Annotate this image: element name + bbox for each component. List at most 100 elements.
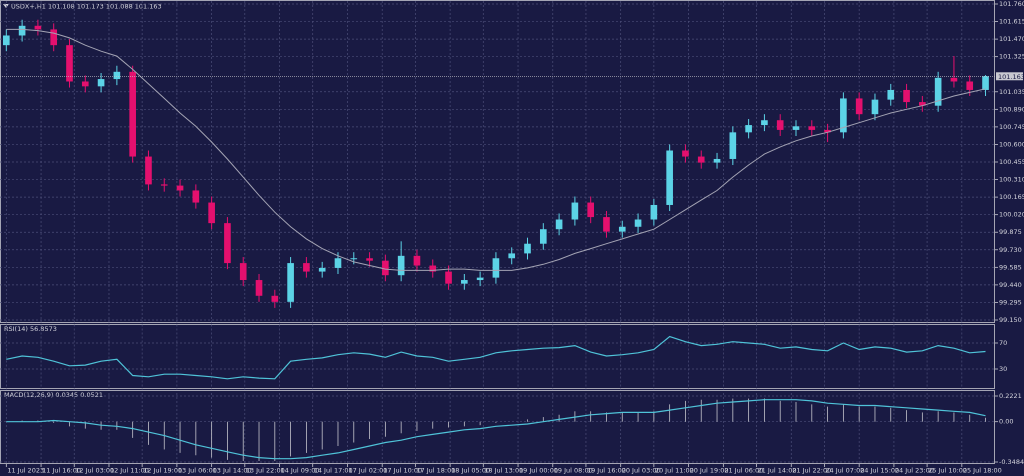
candle-body	[855, 98, 863, 115]
candle-body	[871, 99, 879, 115]
x-tick-label: 13 Jul 22:00	[246, 467, 285, 475]
candle-body	[97, 79, 105, 87]
price-title: USDX+,H1 101.108 101.173 101.088 101.163	[11, 3, 162, 11]
candle-body	[255, 280, 263, 296]
candle-body	[445, 271, 452, 284]
candle-body	[239, 263, 247, 281]
y-tick-label: 0.00	[999, 418, 1013, 426]
candle-body	[761, 120, 768, 126]
y-tick-label: 101.035	[999, 88, 1024, 96]
x-tick-label: 24 Jul 15:00	[860, 467, 899, 475]
x-tick-label: 21 Jul 22:00	[792, 467, 831, 475]
y-tick-label: 99.440	[999, 281, 1022, 289]
y-tick-label: 70	[999, 339, 1007, 347]
last-price-box	[996, 72, 1023, 81]
x-tick-label: 24 Jul 07:00	[825, 467, 864, 475]
candle-body	[397, 255, 405, 276]
candle-body	[618, 226, 626, 232]
x-tick-label: 12 Jul 11:00	[110, 467, 149, 475]
x-tick-label: 17 Jul 02:00	[348, 467, 387, 475]
candle-body	[413, 255, 421, 266]
candle-body	[729, 132, 737, 159]
candle-body	[840, 98, 847, 133]
rsi-panel	[0, 324, 995, 389]
candle-body	[192, 190, 200, 203]
rsi-title: RSI(14) 56.8573	[4, 325, 57, 333]
candle-body	[571, 202, 579, 220]
candle-body	[287, 263, 294, 302]
x-tick-label: 19 Jul 00:00	[519, 467, 558, 475]
x-tick-label: 20 Jul 19:00	[690, 467, 729, 475]
y-tick-label: 99.875	[999, 228, 1022, 236]
candle-body	[524, 243, 531, 254]
candle-body	[934, 77, 942, 106]
candle-body	[666, 150, 673, 205]
candle-body	[113, 71, 121, 80]
candle-body	[903, 89, 910, 103]
y-tick-label: 100.310	[999, 176, 1024, 184]
candle-body	[429, 265, 437, 272]
y-tick-label: 100.455	[999, 158, 1024, 166]
candle-body	[555, 219, 563, 230]
x-tick-label: 24 Jul 23:00	[895, 467, 934, 475]
candle-body	[919, 102, 926, 106]
x-tick-label: 20 Jul 03:00	[622, 467, 661, 475]
x-tick-label: 11 Jul 2023	[7, 467, 44, 475]
candle-body	[476, 277, 484, 281]
candle-body	[3, 35, 10, 46]
x-tick-label: 12 Jul 03:00	[75, 467, 114, 475]
candle-body	[176, 185, 184, 191]
x-tick-label: 17 Jul 18:00	[416, 467, 455, 475]
x-tick-label: 21 Jul 14:00	[758, 467, 797, 475]
x-tick-label: 11 Jul 16:00	[42, 467, 81, 475]
rsi-line	[6, 335, 986, 380]
macd-panel	[0, 390, 995, 464]
signal-line	[6, 399, 986, 460]
y-tick-label: 99.295	[999, 298, 1022, 306]
candle-body	[66, 45, 73, 82]
candle-body	[697, 156, 705, 163]
candle-body	[682, 150, 689, 157]
candle-body	[824, 129, 831, 133]
y-tick-label: 100.890	[999, 105, 1024, 113]
x-tick-label: 18 Jul 05:00	[451, 467, 490, 475]
x-tick-label: 13 Jul 14:00	[213, 467, 252, 475]
y-tick-label: 99.150	[999, 316, 1022, 324]
last-price-label: 101.163	[998, 73, 1024, 81]
candle-body	[776, 120, 784, 130]
candle-body	[713, 158, 721, 163]
macd-title: MACD(12,26,9) 0.0345 0.0521	[4, 391, 103, 399]
x-tick-label: 25 Jul 10:00	[928, 467, 967, 475]
candle-body	[224, 223, 231, 264]
candle-body	[334, 258, 342, 268]
y-tick-label: 101.760	[999, 0, 1024, 8]
candle-body	[745, 125, 752, 133]
y-tick-label: 0.2221	[999, 392, 1022, 400]
candle-body	[81, 81, 89, 87]
candle-body	[160, 184, 168, 186]
candle-body	[18, 25, 26, 36]
x-tick-label: 17 Jul 10:00	[383, 467, 422, 475]
y-tick-label: 100.745	[999, 123, 1024, 131]
candle-body	[539, 229, 547, 244]
candle-body	[145, 156, 152, 185]
x-tick-label: 20 Jul 11:00	[655, 467, 694, 475]
candle-body	[950, 77, 958, 82]
x-tick-label: 19 Jul 16:00	[587, 467, 626, 475]
x-tick-label: 14 Jul 09:00	[281, 467, 320, 475]
y-tick-label: 100.020	[999, 211, 1024, 219]
candle-body	[603, 217, 610, 232]
candle-body	[508, 253, 516, 259]
candle-body	[271, 295, 279, 302]
x-tick-label: 19 Jul 08:00	[554, 467, 593, 475]
x-tick-label: 13 Jul 06:00	[178, 467, 217, 475]
candle-body	[461, 280, 468, 284]
x-tick-label: 12 Jul 19:00	[143, 467, 182, 475]
y-tick-label: 101.615	[999, 18, 1024, 26]
y-tick-label: 99.730	[999, 246, 1022, 254]
x-tick-label: 18 Jul 13:00	[484, 467, 523, 475]
y-tick-label: 100.600	[999, 140, 1024, 148]
